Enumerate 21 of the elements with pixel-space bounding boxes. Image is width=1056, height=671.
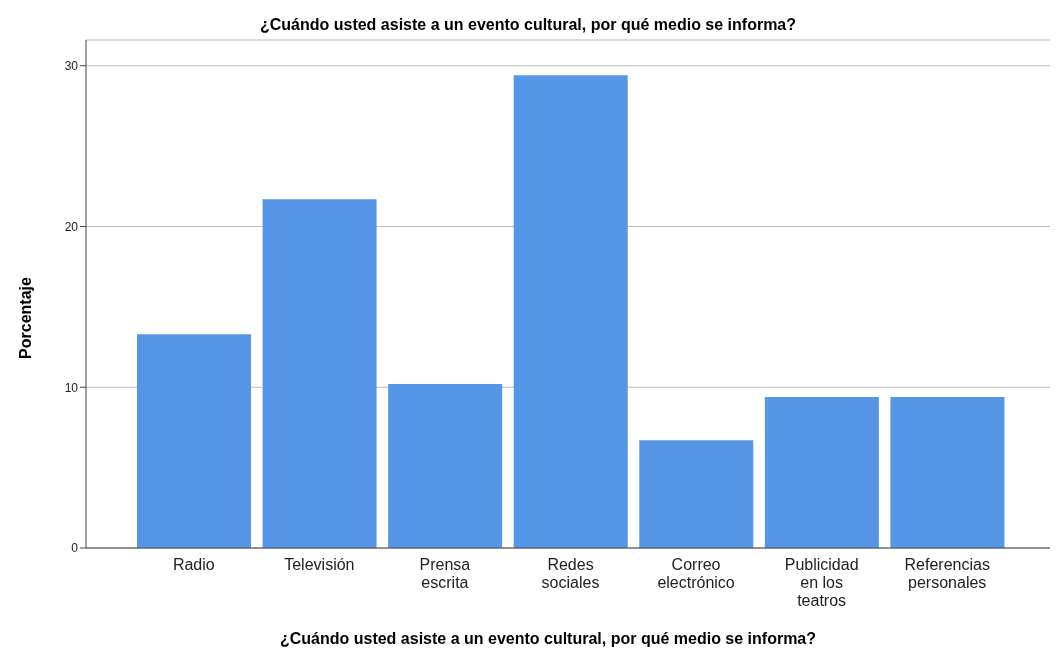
bar — [639, 440, 754, 548]
bar — [764, 396, 879, 548]
y-tick-label: 10 — [64, 380, 79, 395]
bar — [890, 396, 1005, 548]
bar — [388, 384, 503, 548]
x-tick-label: Radio — [172, 556, 215, 573]
x-tick-label: Prensa escrita — [419, 556, 471, 591]
x-tick-label: Referencias personales — [904, 556, 990, 591]
y-tick-label: 0 — [71, 541, 79, 556]
chart-title: ¿Cuándo usted asiste a un evento cultural, por qué medio se informa? — [258, 16, 798, 34]
bar — [137, 334, 251, 548]
x-tick-label: Televisión — [284, 556, 355, 573]
y-tick-label: 20 — [64, 219, 79, 234]
bar — [513, 75, 628, 548]
bar — [262, 199, 377, 548]
y-tick-label: 30 — [64, 58, 79, 73]
x-tick-label: Publicidad en los teatros — [784, 556, 859, 609]
x-tick-label: Redes sociales — [541, 556, 600, 591]
x-tick-label: Correo electrónico — [657, 556, 735, 591]
y-axis-title: Porcentaje — [17, 277, 35, 359]
x-axis-title: ¿Cuándo usted asiste a un evento cultural, por qué medio se informa? — [278, 630, 818, 648]
